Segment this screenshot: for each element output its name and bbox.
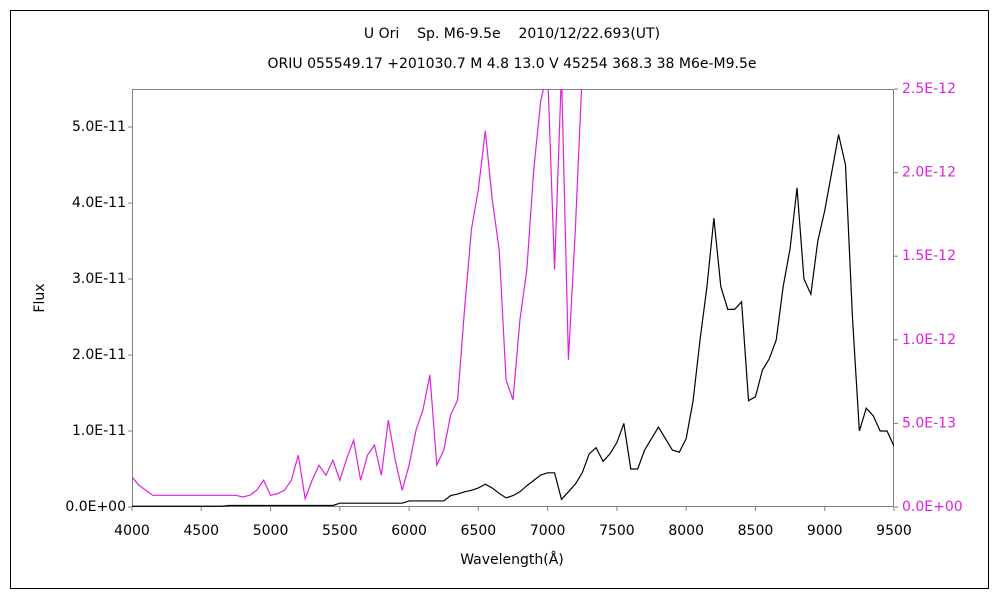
x-tick-label: 4000	[114, 523, 150, 539]
chart-subtitle: ORIU 055549.17 +201030.7 M 4.8 13.0 V 45…	[268, 56, 757, 72]
y2-tick-label: 1.0E-12	[902, 332, 956, 348]
plot-lines	[132, 89, 894, 507]
y-tick-label: 1.0E-11	[72, 423, 126, 439]
y2-tick-label: 0.0E+00	[902, 499, 963, 515]
y-tick-label: 4.0E-11	[72, 195, 126, 211]
x-tick-label: 7000	[530, 523, 566, 539]
y-tick-label: 3.0E-11	[72, 271, 126, 287]
series-line	[132, 134, 894, 507]
y-tick-label: 2.0E-11	[72, 347, 126, 363]
plot-area	[132, 89, 894, 507]
y2-tick-label: 5.0E-13	[902, 415, 956, 431]
x-tick-label: 8500	[738, 523, 774, 539]
x-tick-label: 5000	[253, 523, 289, 539]
y-axis-label: Flux	[32, 283, 48, 312]
y-tick-label: 0.0E+00	[65, 499, 126, 515]
x-axis-label: Wavelength(Å)	[460, 551, 564, 568]
y2-tick-label: 1.5E-12	[902, 248, 956, 264]
x-tick-label: 5500	[322, 523, 358, 539]
y2-tick-label: 2.0E-12	[902, 165, 956, 181]
x-tick-label: 8000	[668, 523, 704, 539]
x-tick-label: 6500	[461, 523, 497, 539]
chart-title: U Ori Sp. M6-9.5e 2010/12/22.693(UT)	[364, 26, 660, 42]
x-tick-label: 4500	[183, 523, 219, 539]
x-tick-label: 7500	[599, 523, 635, 539]
x-tick-label: 6000	[391, 523, 427, 539]
frame	[10, 10, 989, 589]
y-tick-label: 5.0E-11	[72, 119, 126, 135]
x-tick-label: 9500	[876, 523, 912, 539]
y2-tick-label: 2.5E-12	[902, 81, 956, 97]
series-line	[132, 89, 583, 501]
x-tick-label: 9000	[807, 523, 843, 539]
